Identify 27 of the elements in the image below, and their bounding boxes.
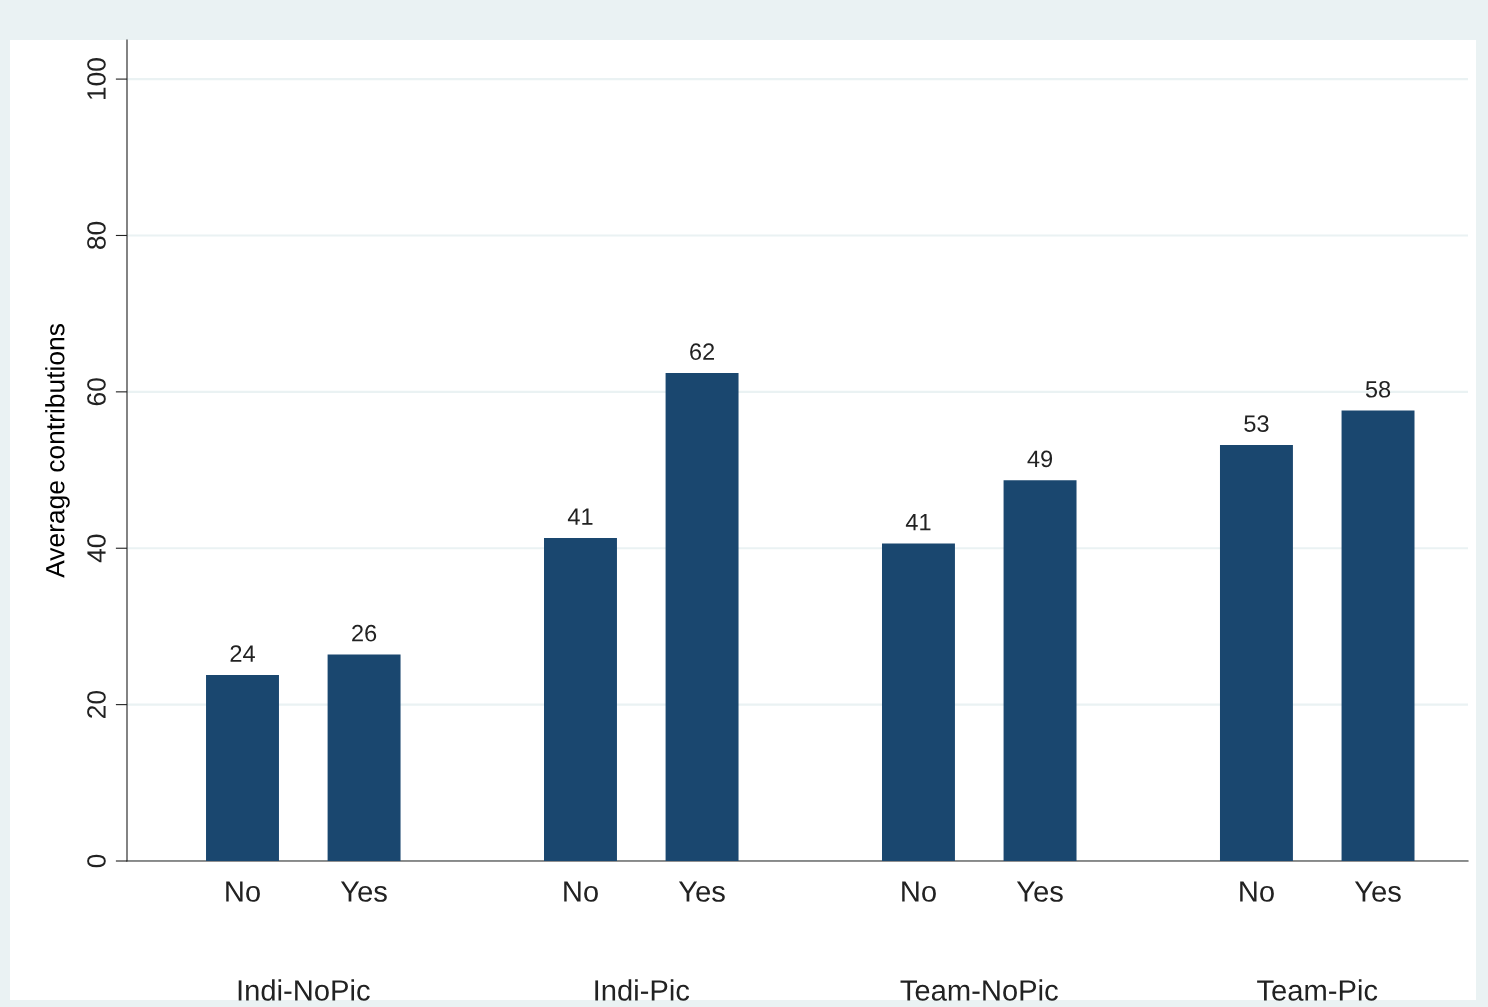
y-tick-label: 60 xyxy=(87,378,106,406)
data-label: 24 xyxy=(230,645,255,662)
data-label: 58 xyxy=(1365,380,1391,398)
text: Indi-Pic xyxy=(595,979,690,1001)
data-label: 53 xyxy=(1244,415,1269,433)
text: Team-Pic xyxy=(1257,979,1378,1001)
data-label: 62 xyxy=(690,343,715,361)
x-tick-label: Yes xyxy=(340,881,387,902)
data-label: 41 xyxy=(567,508,593,525)
y-axis-title: Average contributions xyxy=(45,324,70,578)
y-tick-label: 0 xyxy=(87,854,106,868)
data-label: 26 xyxy=(352,624,377,642)
x-tick-label: Yes xyxy=(1354,881,1401,902)
data-label: 49 xyxy=(1027,450,1053,468)
x-tick-label: No xyxy=(1240,881,1274,902)
x-tick-label: Yes xyxy=(678,881,725,902)
x-tick-label: No xyxy=(226,881,260,902)
y-tick-label: 80 xyxy=(87,221,106,249)
text: Indi-NoPic xyxy=(238,979,370,1001)
x-tick-label: Yes xyxy=(1016,881,1063,902)
y-tick-label: 100 xyxy=(87,58,106,100)
y-tick-label: 20 xyxy=(87,690,106,718)
text: Team-NoPic xyxy=(900,979,1058,1001)
y-tick-label: 40 xyxy=(87,534,106,563)
x-tick-label: No xyxy=(902,881,936,902)
data-label: 41 xyxy=(905,514,931,531)
x-tick-label: No xyxy=(564,881,598,902)
